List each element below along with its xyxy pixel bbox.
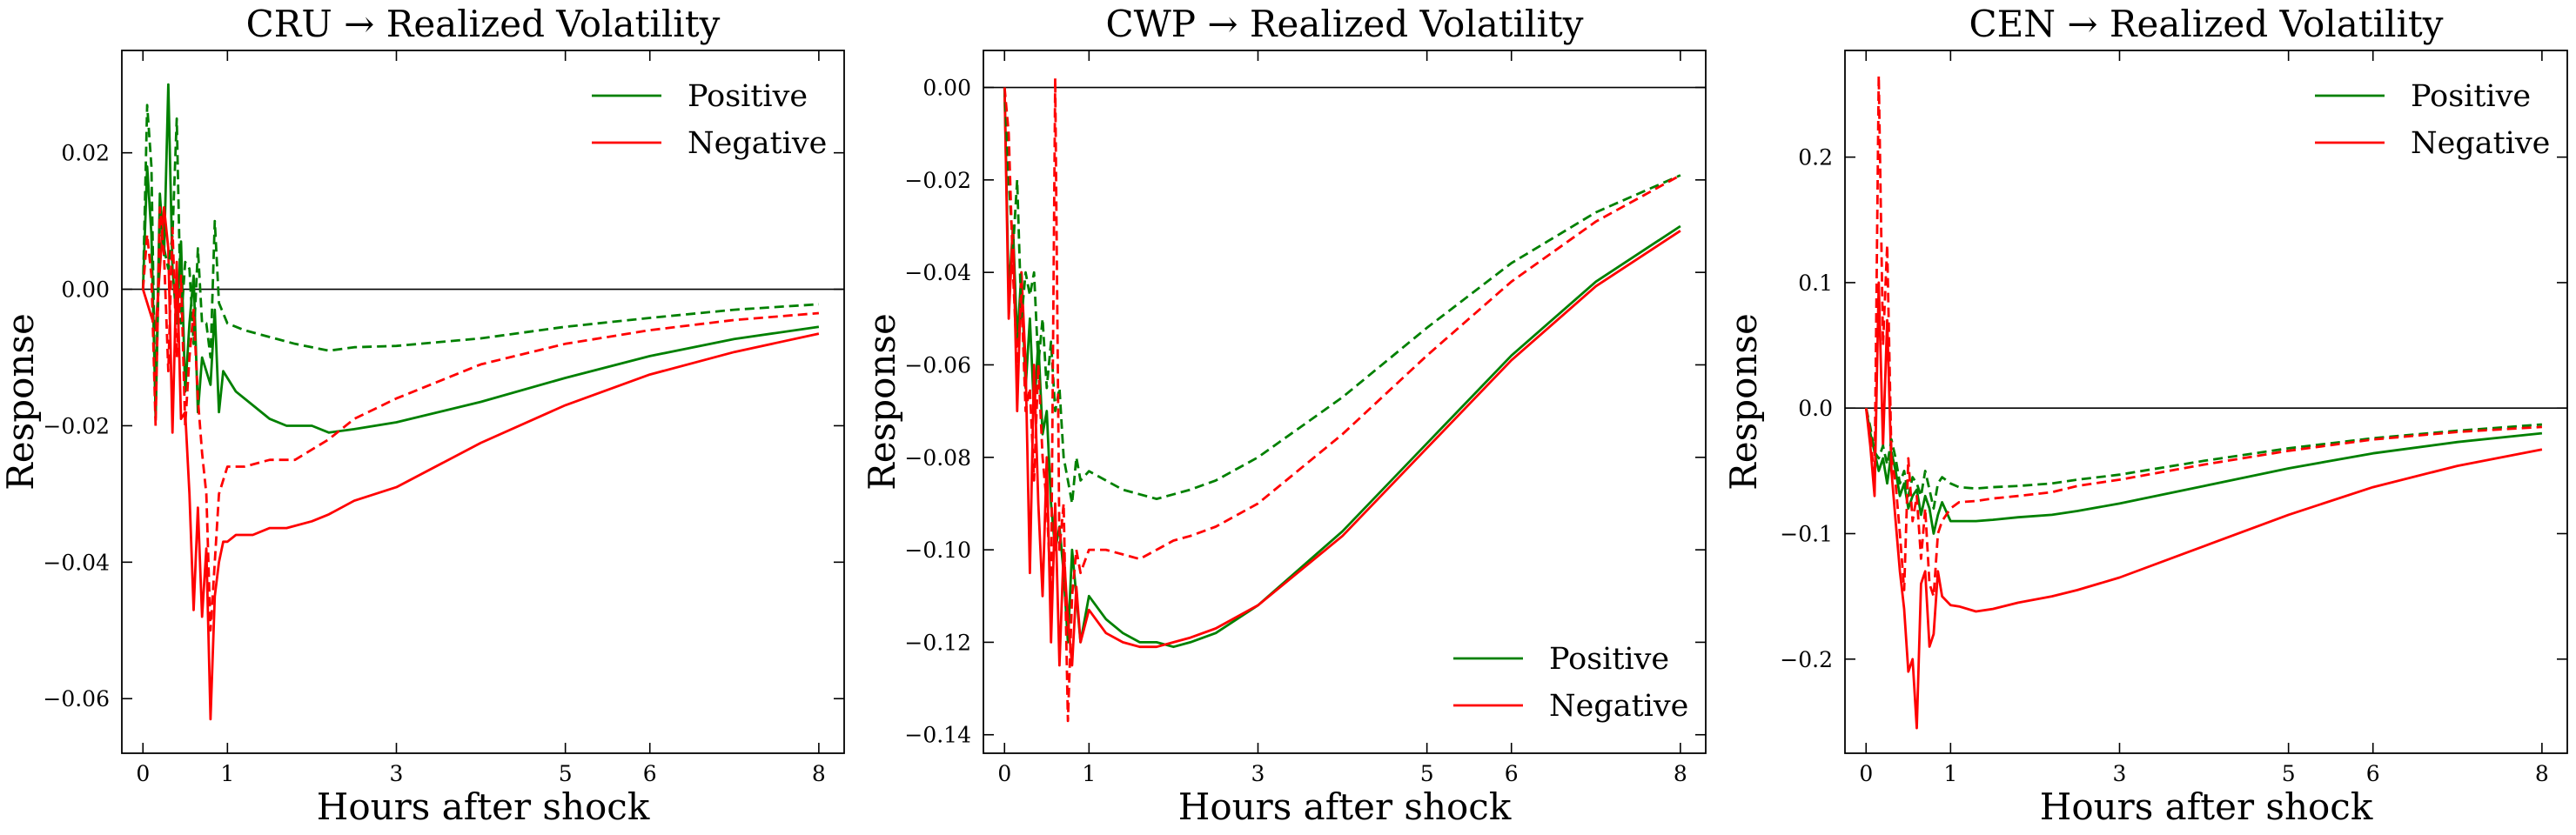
y-tick-label: 0.1: [1798, 271, 1833, 296]
y-axis-label: Response: [1722, 313, 1765, 491]
legend-label-positive: Positive: [688, 79, 808, 114]
x-tick-label: 6: [643, 761, 657, 786]
y-tick-label: −0.02: [904, 168, 971, 193]
y-tick-label: −0.04: [43, 550, 110, 575]
y-tick-label: −0.10: [904, 538, 971, 563]
legend-label-negative: Negative: [1549, 689, 1688, 724]
series-line-positive-dashed: [141, 104, 819, 421]
series-line-positive-solid: [1003, 87, 1681, 649]
panel-cru: 0 1 3 5 6 8 −0.06 −0.04 −0.02 0.00 0.02 CRU → Reali…: [0, 3, 845, 828]
x-tick-label: 6: [1505, 761, 1519, 786]
y-tick-label: 0.02: [61, 141, 110, 166]
legend-label-negative: Negative: [688, 126, 827, 161]
x-axis-label: Hours after shock: [1178, 785, 1512, 828]
x-tick-label: 5: [1420, 761, 1434, 786]
axes-frame: [121, 50, 845, 754]
chart-title: CRU → Realized Volatility: [246, 3, 721, 45]
x-tick-label: 8: [1674, 761, 1687, 786]
x-tick-label: 1: [220, 761, 234, 786]
series-line-negative-dashed: [141, 205, 820, 632]
series-line-negative-solid: [1864, 281, 2543, 730]
y-tick-label: −0.06: [904, 352, 971, 377]
series-line-negative-dashed: [1003, 77, 1681, 723]
x-tick-label: 0: [997, 761, 1011, 786]
y-tick-label: −0.2: [1780, 647, 1833, 672]
series-line-negative-solid: [141, 205, 820, 721]
y-tick-label: −0.12: [904, 630, 971, 655]
legend: Positive Negative: [2315, 79, 2550, 161]
panel-cen: 0 1 3 5 6 8 −0.2 −0.1 0.0 0.1 0.2 CEN → Realized Vo…: [1722, 3, 2568, 828]
x-tick-label: 5: [2282, 761, 2296, 786]
y-tick-label: 0.00: [61, 277, 110, 303]
y-tick-label: 0.0: [1798, 396, 1833, 421]
series-line-positive-dashed: [1864, 407, 2543, 510]
legend: Positive Negative: [1453, 642, 1688, 724]
x-axis-label: Hours after shock: [317, 785, 650, 828]
x-tick-label: 3: [390, 761, 404, 786]
y-tick-label: −0.14: [904, 723, 971, 748]
x-tick-label: 3: [1251, 761, 1265, 786]
series-line-positive-solid: [1864, 407, 2543, 535]
x-tick-label: 0: [1859, 761, 1873, 786]
axes-frame: [1844, 50, 2568, 754]
chart-title: CWP → Realized Volatility: [1105, 3, 1583, 45]
series-line-positive-solid: [141, 83, 820, 434]
y-tick-label: 0.2: [1798, 145, 1833, 170]
y-tick-label: −0.06: [43, 686, 110, 711]
y-tick-label: 0.00: [922, 76, 971, 101]
y-axis-label: Response: [0, 313, 42, 491]
legend: Positive Negative: [592, 79, 827, 161]
y-axis-label: Response: [861, 313, 903, 491]
legend-label-negative: Negative: [2411, 126, 2550, 161]
x-tick-label: 0: [136, 761, 150, 786]
series-line-negative-dashed: [1864, 74, 2542, 598]
panel-cwp: 0 1 3 5 6 8 −0.14 −0.12 −0.10 −0.08 −0.06 −0.04 −0.0…: [861, 3, 1707, 828]
x-tick-label: 1: [1082, 761, 1096, 786]
y-tick-label: −0.08: [904, 445, 971, 471]
series-line-negative-solid: [1003, 87, 1681, 667]
legend-label-positive: Positive: [1549, 642, 1669, 677]
x-tick-label: 8: [2535, 761, 2549, 786]
x-tick-label: 5: [559, 761, 573, 786]
x-tick-label: 6: [2366, 761, 2380, 786]
y-tick-label: −0.1: [1780, 522, 1833, 547]
chart-title: CEN → Realized Volatility: [1969, 3, 2443, 45]
x-axis-label: Hours after shock: [2040, 785, 2373, 828]
x-tick-label: 1: [1943, 761, 1957, 786]
y-tick-label: −0.04: [904, 260, 971, 285]
legend-label-positive: Positive: [2411, 79, 2531, 114]
axes-frame: [983, 50, 1707, 754]
y-tick-label: −0.02: [43, 413, 110, 438]
x-tick-label: 3: [2113, 761, 2127, 786]
x-tick-label: 8: [812, 761, 826, 786]
